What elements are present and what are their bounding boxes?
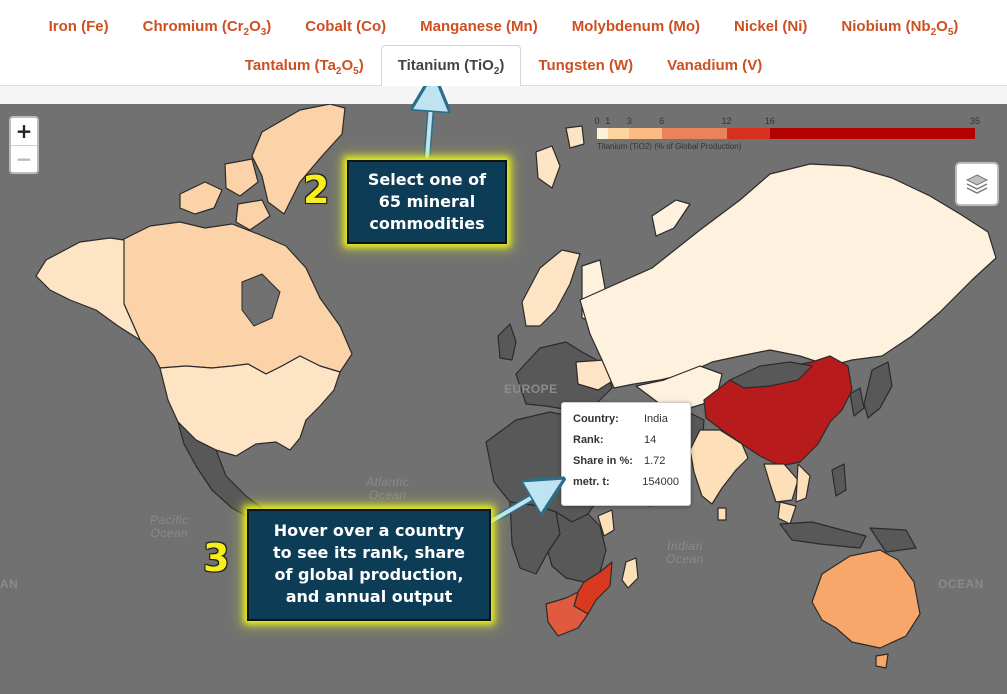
label-ocean-left: AN [0,577,19,591]
legend-tick: 12 [721,116,732,126]
country-indonesia[interactable] [779,521,867,549]
callout-hover-country: Hover over a country to see its rank, sh… [247,509,491,621]
tab-row-2: Tantalum (Ta2O5) Titanium (TiO2) Tungste… [0,45,1007,86]
tab-iron[interactable]: Iron (Fe) [48,18,109,35]
legend-segment [629,128,662,139]
legend-tick: 1 [605,116,611,126]
tooltip-country-value: India [644,413,668,425]
tab-nickel[interactable]: Nickel (Ni) [734,18,808,35]
country-india[interactable] [689,429,749,505]
country-svalbard[interactable] [535,145,561,189]
zoom-in-button[interactable]: + [15,119,33,143]
country-uk[interactable] [497,323,517,361]
label-pacific-ocean: Pacific Ocean [150,513,189,540]
layers-icon [965,174,989,194]
country-canada-arctic-3[interactable] [235,199,271,231]
legend-segment [769,128,975,139]
tooltip-row-tonnes: metr. t: 154000 [573,476,679,497]
country-alaska[interactable] [35,237,141,341]
country-novaya-zemlya[interactable] [651,199,691,237]
tooltip-rank-value: 14 [644,434,657,446]
country-kenya-tanzania[interactable] [597,509,615,537]
country-se-asia[interactable] [763,463,799,503]
tooltip-tonnes-value: 154000 [642,476,679,488]
country-greenland[interactable] [251,104,346,215]
map-header-strip [0,86,1007,104]
tooltip-row-country: Country: India [573,413,679,434]
legend-segment [607,128,630,139]
country-tasmania[interactable] [875,653,889,669]
country-korea[interactable] [849,387,865,417]
label-europe: EUROPE [504,382,558,396]
callout-select-commodity: Select one of 65 mineral commodities [347,160,507,244]
label-ocean-right: OCEAN [938,577,984,591]
country-malaysia[interactable] [777,501,797,525]
country-russia[interactable] [579,163,997,389]
legend-tick: 16 [764,116,775,126]
tab-niobium[interactable]: Niobium (Nb2O5) [841,18,959,38]
tab-cobalt[interactable]: Cobalt (Co) [305,18,387,35]
world-map[interactable]: EUROPE Atlantic Ocean Pacific Ocean Indi… [0,104,1007,694]
legend-tick: 35 [969,116,981,126]
legend-segment [661,128,727,139]
legend-segment [726,128,770,139]
layers-button[interactable] [955,162,999,206]
country-canada[interactable] [121,221,353,375]
legend-caption: Titanium (TiO2) (% of Global Production) [597,142,742,151]
country-south-africa[interactable] [545,591,589,637]
country-australia[interactable] [811,549,921,649]
zoom-control: + − [9,116,39,174]
legend-segment [597,128,608,139]
legend-tick: 0 [594,116,600,126]
country-europe[interactable] [515,341,613,411]
tooltip-share-value: 1.72 [644,455,666,467]
country-new-guinea[interactable] [869,527,917,553]
tab-titanium[interactable]: Titanium (TiO2) [380,45,522,86]
country-ukraine[interactable] [575,359,615,391]
tooltip-row-rank: Rank: 14 [573,434,679,455]
legend-tick: 3 [626,116,632,126]
country-madagascar[interactable] [621,557,639,589]
tab-row-1: Iron (Fe) Chromium (Cr2O3) Cobalt (Co) M… [0,6,1007,46]
country-canada-arctic[interactable] [179,181,223,215]
world-map-svg[interactable] [0,104,1007,694]
step-number-3: 3 [203,536,230,580]
tooltip-row-share: Share in %: 1.72 [573,455,679,476]
hudson-bay [241,273,281,327]
legend-color-bar [597,128,975,139]
label-indian-ocean: Indian Ocean [666,539,704,566]
country-philippines[interactable] [831,463,847,497]
country-tooltip: Country: India Rank: 14 Share in %: 1.72 me… [561,402,691,506]
tab-manganese[interactable]: Manganese (Mn) [420,18,538,35]
tab-molybdenum[interactable]: Molybdenum (Mo) [571,18,701,35]
legend: 0 1 3 6 12 16 35 Titanium (TiO2) (% of Global … [594,116,980,156]
country-mongolia[interactable] [729,361,813,389]
step-number-2: 2 [303,168,330,212]
country-norway[interactable] [521,249,581,327]
label-atlantic-ocean: Atlantic Ocean [366,475,410,502]
tab-tantalum[interactable]: Tantalum (Ta2O5) [244,57,364,77]
commodity-tabs: Iron (Fe) Chromium (Cr2O3) Cobalt (Co) M… [0,0,1007,104]
country-svalbard-2[interactable] [565,125,585,149]
legend-tick: 6 [659,116,665,126]
tab-vanadium[interactable]: Vanadium (V) [667,57,763,74]
country-vietnam[interactable] [795,463,811,503]
tab-tungsten[interactable]: Tungsten (W) [538,57,634,74]
country-canada-arctic-2[interactable] [224,158,259,197]
zoom-out-button[interactable]: − [11,145,37,172]
tab-chromium[interactable]: Chromium (Cr2O3) [142,18,272,38]
country-japan[interactable] [863,361,893,419]
country-sri-lanka[interactable] [717,507,727,521]
